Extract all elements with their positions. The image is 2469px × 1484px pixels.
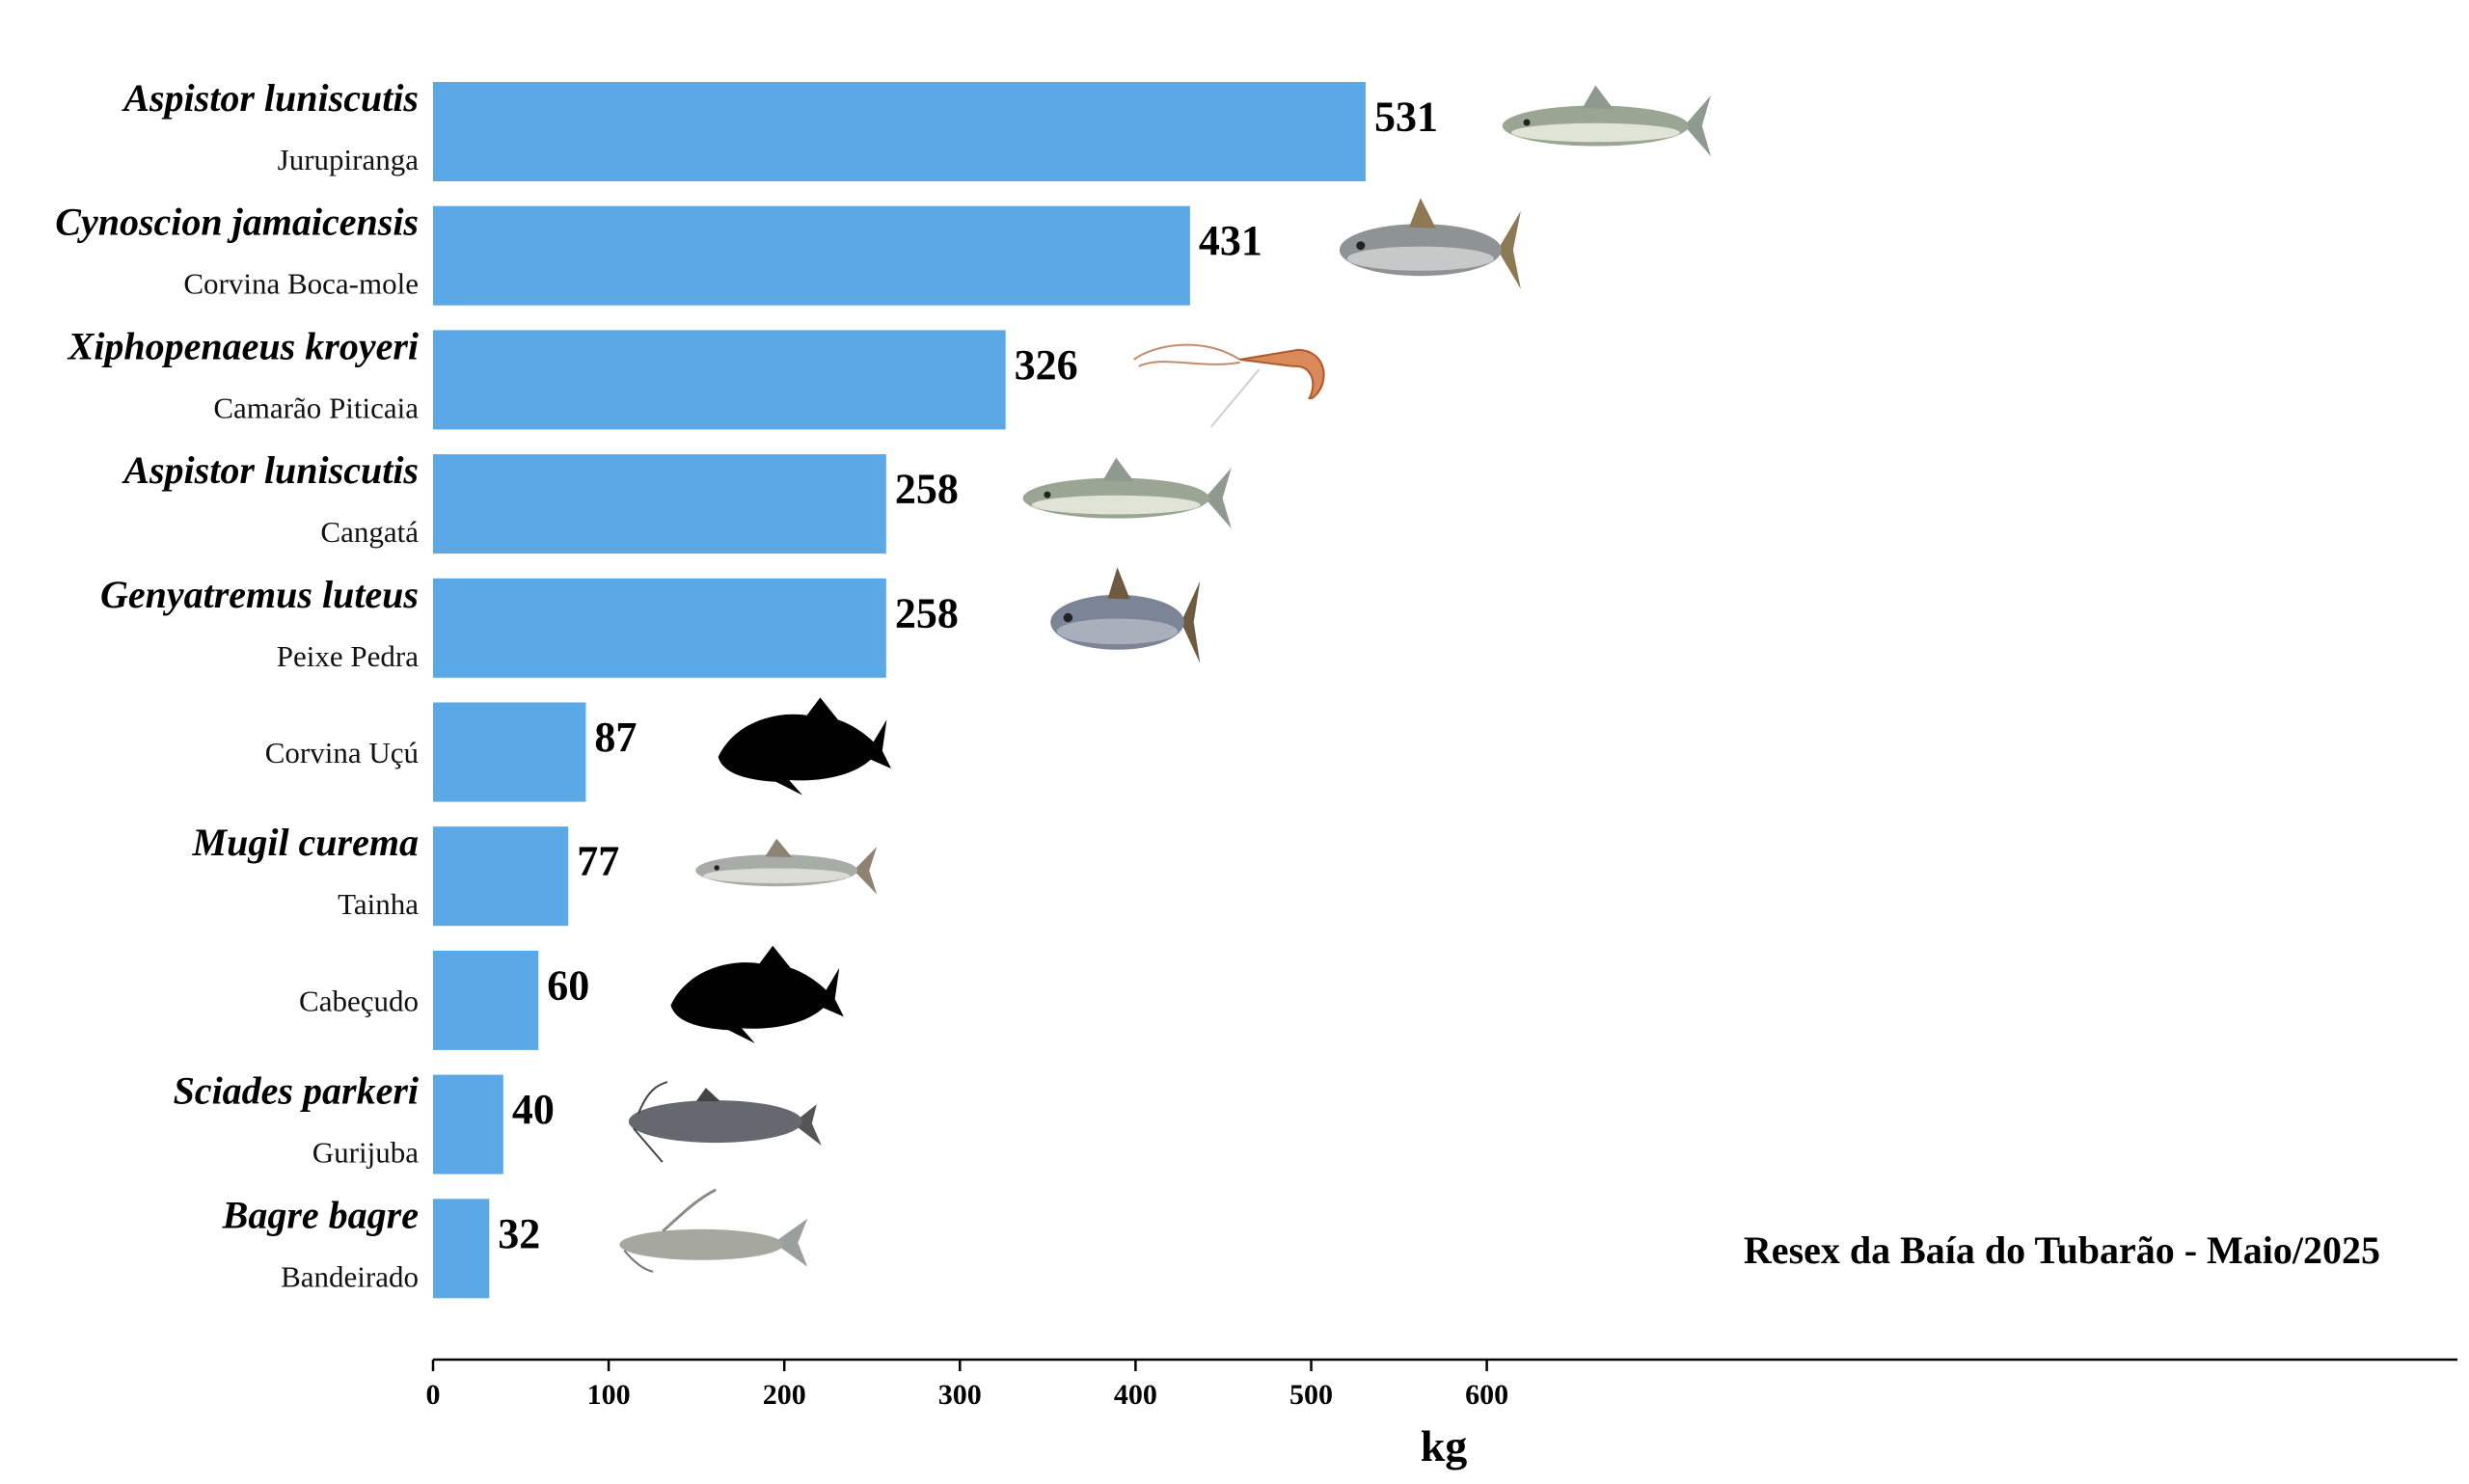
mullet-photo-icon — [695, 838, 878, 895]
bar — [433, 330, 1006, 430]
fish-silhouette-icon — [670, 945, 844, 1043]
species-common-label: Peixe Pedra — [277, 639, 419, 673]
species-scientific-label: Aspistor luniscutis — [121, 448, 419, 492]
species-scientific-label: Sciades parkeri — [174, 1069, 419, 1113]
x-tick-label: 400 — [1114, 1379, 1157, 1411]
x-axis-title: kg — [1421, 1421, 1468, 1471]
species-common-label: Jurupiranga — [278, 143, 420, 176]
species-common-label: Gurijuba — [312, 1136, 419, 1170]
species-scientific-label: Aspistor luniscutis — [121, 76, 419, 120]
chart-annotation: Resex da Baía do Tubarão - Maio/2025 — [1744, 1228, 2380, 1272]
bar-value-label: 326 — [1015, 341, 1078, 389]
bar-value-label: 60 — [547, 961, 589, 1009]
species-common-label: Tainha — [338, 887, 419, 921]
fish-silhouette-icon — [718, 697, 892, 796]
value-labels: 531 431 326 258 258 87 77 60 40 32 — [498, 94, 1438, 1257]
bar-value-label: 258 — [895, 589, 959, 636]
bar-value-label: 431 — [1199, 217, 1262, 264]
bar — [433, 82, 1366, 181]
bar-value-label: 77 — [577, 838, 619, 885]
bar — [433, 205, 1190, 306]
bar-value-label: 40 — [512, 1086, 555, 1133]
weakfish-photo-icon — [1339, 198, 1521, 289]
species-common-label: Camarão Piticaia — [213, 391, 419, 424]
species-icons — [619, 85, 1711, 1273]
species-scientific-label: Genyatremus luteus — [100, 573, 419, 616]
x-tick-label: 200 — [763, 1379, 806, 1411]
species-common-label: Cabeçudo — [299, 984, 419, 1017]
bars — [433, 82, 1366, 1299]
bar — [433, 1074, 503, 1174]
species-common-label: Corvina Boca-mole — [183, 267, 419, 301]
bar — [433, 1199, 490, 1299]
bar-value-label: 258 — [895, 466, 959, 513]
catfish-photo-icon — [1502, 85, 1711, 156]
species-scientific-label: Bagre bagre — [222, 1193, 419, 1236]
x-tick-label: 100 — [587, 1379, 631, 1411]
species-common-label: Corvina Uçú — [265, 736, 419, 769]
bar-value-label: 32 — [498, 1210, 540, 1257]
species-common-label: Bandeirado — [281, 1259, 419, 1293]
bar-value-label: 87 — [594, 714, 637, 761]
catfish-photo-icon — [1022, 457, 1232, 529]
bar — [433, 950, 539, 1050]
species-scientific-label: Mugil curema — [192, 821, 419, 864]
x-tick-label: 0 — [426, 1379, 441, 1411]
bar — [433, 826, 569, 927]
category-labels: Aspistor luniscutis Jurupiranga Cynoscion … — [55, 76, 419, 1293]
x-tick-label: 500 — [1289, 1379, 1333, 1411]
bar — [433, 578, 886, 678]
catfish-dark-photo-icon — [628, 1081, 822, 1163]
species-scientific-label: Cynoscion jamaicensis — [55, 201, 419, 244]
shrimp-photo-icon — [1133, 343, 1325, 428]
x-axis: 0 100 200 300 400 500 600 — [426, 1358, 2457, 1411]
x-tick-label: 600 — [1465, 1379, 1508, 1411]
catfish-long-barbel-photo-icon — [619, 1188, 808, 1273]
species-common-label: Cangatá — [320, 515, 419, 549]
grunt-fish-photo-icon — [1050, 567, 1201, 664]
bar-value-label: 531 — [1374, 94, 1438, 141]
x-tick-label: 300 — [938, 1379, 982, 1411]
bar — [433, 454, 886, 554]
bar — [433, 702, 586, 802]
species-scientific-label: Xiphopenaeus kroyeri — [67, 324, 419, 367]
